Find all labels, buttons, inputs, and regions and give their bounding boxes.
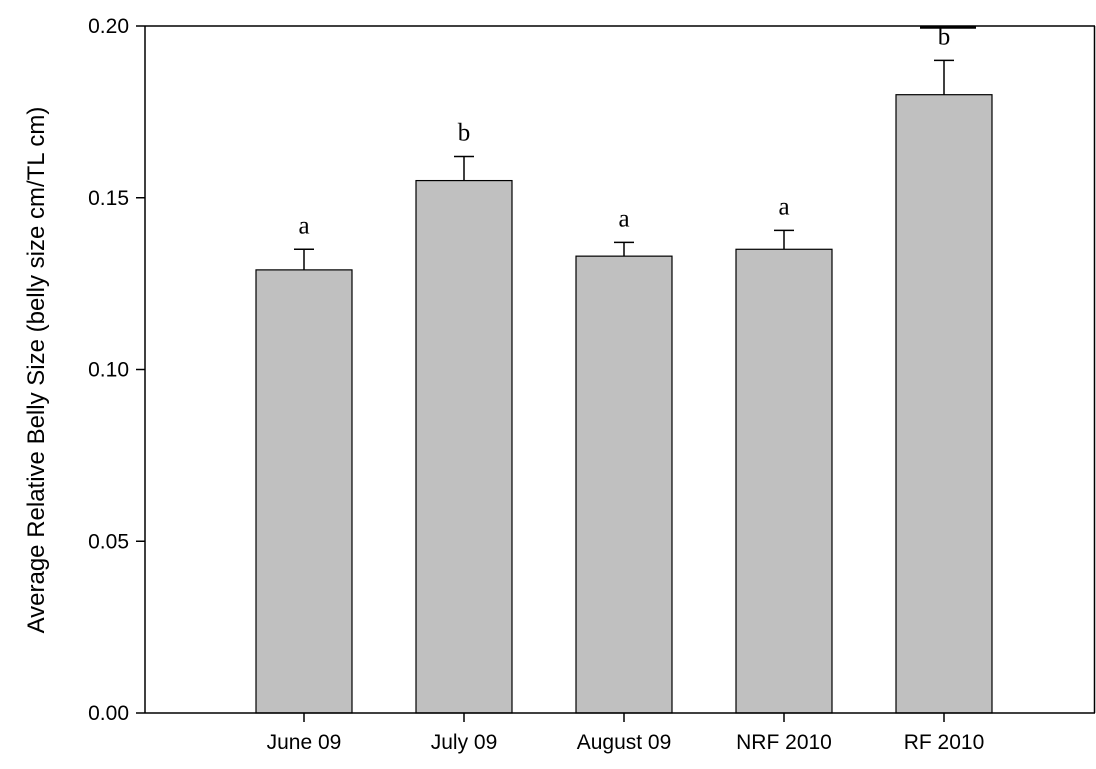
bars	[255, 94, 993, 714]
x-tick-label: NRF 2010	[736, 731, 832, 754]
y-tick-label: 0.05	[88, 530, 129, 553]
y-tick-label: 0.00	[88, 702, 129, 725]
x-tick-label: RF 2010	[904, 731, 985, 754]
significance-label: a	[778, 193, 789, 220]
x-tick-label: August 09	[577, 731, 672, 754]
bar-rf-2010	[895, 94, 993, 714]
error-bar	[614, 241, 634, 257]
significance-label: a	[618, 205, 629, 232]
error-bar	[454, 155, 474, 181]
bar-august-09	[575, 255, 673, 714]
x-tick-label: June 09	[267, 731, 342, 754]
plot-area	[145, 25, 1096, 713]
bar-july-09	[415, 179, 513, 714]
error-bar	[774, 229, 794, 250]
error-bars	[294, 59, 954, 270]
x-axis: June 09 July 09 August 09 NRF 2010 RF 2010	[145, 712, 1095, 754]
significance-labels: a b a a b	[298, 23, 950, 239]
bar-nrf-2010	[735, 248, 833, 714]
significance-label: b	[458, 120, 471, 147]
bar-june-09	[255, 269, 353, 714]
y-tick-label: 0.15	[88, 187, 129, 210]
x-tick-label: July 09	[431, 731, 498, 754]
y-tick-label: 0.20	[88, 15, 129, 38]
y-axis: 0.00 0.05 0.10 0.15 0.20	[88, 15, 146, 725]
error-bar	[294, 248, 314, 270]
significance-label: a	[298, 212, 309, 239]
significance-label: b	[938, 23, 951, 50]
error-bar	[934, 59, 954, 95]
y-tick-label: 0.10	[88, 359, 129, 382]
y-axis-title: Average Relative Belly Size (belly size …	[23, 107, 50, 634]
